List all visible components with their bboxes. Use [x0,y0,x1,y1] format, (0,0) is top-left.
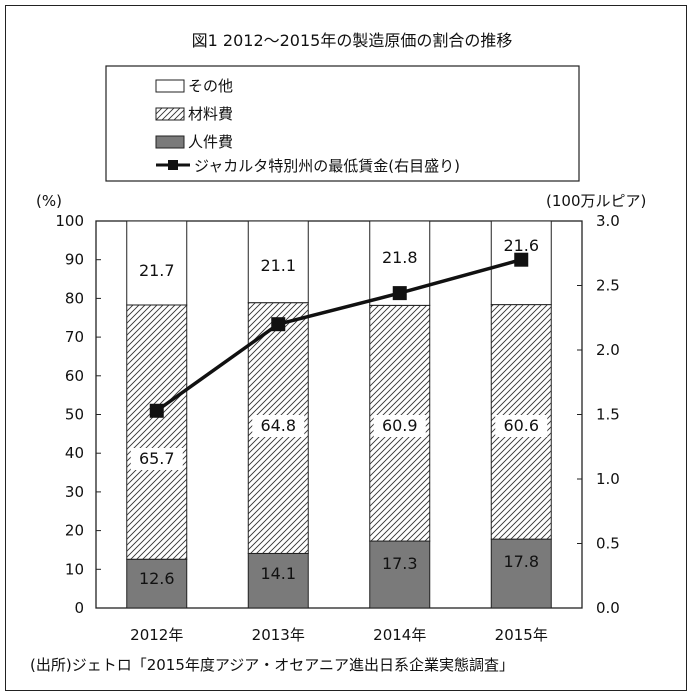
wage-point [149,403,164,418]
data-label-bg [495,551,548,573]
data-label: 14.1 [260,564,296,583]
data-label: 12.6 [139,569,175,588]
chart-title: 図1 2012～2015年の製造原価の割合の推移 [192,31,513,50]
legend-box [105,65,580,182]
legend-label-material: 材料費 [188,105,233,123]
right-tick-label: 0.5 [596,535,620,553]
data-label: 21.6 [503,236,539,255]
data-label: 65.7 [139,449,175,468]
left-axis-unit: (%) [36,192,62,210]
right-tick-label: 1.0 [596,470,620,488]
right-tick-label: 1.5 [596,406,620,424]
chart-frame: 図1 2012～2015年の製造原価の割合の推移 その他 材料費 人件費 ジャカ… [5,5,687,691]
legend-label-other: その他 [188,77,233,95]
left-tick-label: 40 [65,444,84,462]
wage-line [155,258,522,413]
legend-swatch-labor [155,135,185,149]
left-tick-label: 50 [65,406,84,424]
data-label-bg [373,553,426,575]
legend-swatch-material [155,107,185,121]
legend-swatch-other [155,79,185,93]
source-note: (出所)ジェトロ「2015年度アジア・オセアニア進出日系企業実態調査」 [30,656,514,674]
plot-area: 0 10 20 30 40 50 60 70 80 90 100 0.0 0.5 1.0 1.5 2.0 2.5… [55,212,620,644]
right-tick-label: 3.0 [596,212,620,230]
x-tick-label: 2014年 [373,626,426,644]
right-axis-unit: (100万ルピア) [546,192,646,210]
x-tick-label: 2013年 [252,626,305,644]
left-tick-label: 0 [74,599,84,617]
data-label: 60.6 [503,416,539,435]
left-tick-label: 20 [65,522,84,540]
data-label-bg [373,415,426,437]
wage-point [392,286,407,301]
data-label: 17.3 [382,554,418,573]
left-tick-label: 90 [65,251,84,269]
left-tick-label: 60 [65,367,84,385]
data-label-bg [130,568,183,590]
data-label-bg [252,563,305,585]
bar-segment-other [247,220,309,304]
data-label: 64.8 [260,416,296,435]
data-label: 21.7 [139,261,175,280]
left-tick-label: 30 [65,483,84,501]
data-label: 60.9 [382,416,418,435]
x-tick-label: 2015年 [495,626,548,644]
legend-label-wage: ジャカルタ特別州の最低賃金(右目盛り) [194,157,460,175]
data-label: 17.8 [503,552,539,571]
left-tick-label: 70 [65,328,84,346]
data-label-bg [252,415,305,437]
left-tick-label: 100 [55,212,84,230]
legend-label-labor: 人件費 [188,133,233,151]
legend: その他 材料費 人件費 ジャカルタ特別州の最低賃金(右目盛り) [105,65,580,182]
bar-segment-other [126,220,188,306]
right-tick-label: 2.0 [596,341,620,359]
wage-point [271,317,286,332]
legend-swatch-wage-marker [168,160,178,170]
data-label-bg [495,415,548,437]
left-tick-label: 80 [65,289,84,307]
data-label: 21.8 [382,248,418,267]
right-tick-label: 2.5 [596,277,620,295]
bar-segment-material [126,304,188,560]
stacked-bar-line-chart: 図1 2012～2015年の製造原価の割合の推移 その他 材料費 人件費 ジャカ… [30,31,646,674]
right-tick-label: 0.0 [596,599,620,617]
x-tick-label: 2012年 [130,626,183,644]
data-label: 21.1 [260,256,296,275]
wage-point [514,252,529,267]
data-label-bg [130,448,183,470]
left-tick-label: 10 [65,560,84,578]
bar-segment-labor [490,538,552,609]
